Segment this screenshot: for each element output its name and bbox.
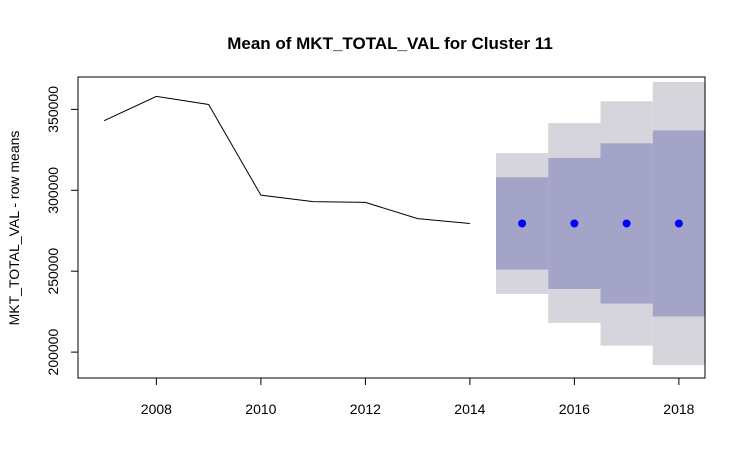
x-tick-label-2008: 2008 [141,401,172,417]
x-tick-label-2010: 2010 [245,401,276,417]
forecast-point-2016 [570,219,579,228]
x-tick-label-2018: 2018 [663,401,694,417]
series-line-history [103,95,470,224]
x-axis: 2008 2010 2012 2014 2016 2018 [141,377,695,417]
y-tick-label-350000: 350000 [45,86,61,133]
chart-title: Mean of MKT_TOTAL_VAL for Cluster 11 [227,34,553,53]
series-lines [103,95,470,224]
forecast-point-2017 [622,219,631,228]
y-tick-label-250000: 250000 [45,248,61,295]
forecast-point-2015 [518,219,527,228]
forecast-point-2018 [674,219,683,228]
forecast-bands [496,81,705,366]
y-tick-label-300000: 300000 [45,167,61,214]
y-axis-label: MKT_TOTAL_VAL - row means [6,131,22,326]
x-tick-label-2014: 2014 [454,401,485,417]
x-tick-label-2016: 2016 [559,401,590,417]
y-tick-label-200000: 200000 [45,329,61,376]
forecast-points [518,219,683,228]
x-tick-label-2012: 2012 [350,401,381,417]
y-axis: 200000 250000 300000 350000 [45,86,79,376]
